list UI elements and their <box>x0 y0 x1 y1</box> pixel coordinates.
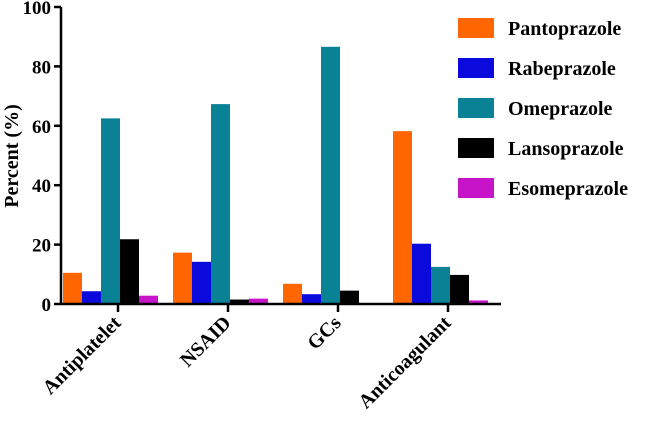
bar-pantoprazole-antiplatelet <box>63 272 82 304</box>
y-axis-title: Percent (%) <box>1 104 23 207</box>
bar-lansoprazole-anticoagulant <box>450 274 469 304</box>
legend-label-lansoprazole: Lansoprazole <box>508 138 624 160</box>
bar-pantoprazole-gcs <box>283 283 302 304</box>
legend-label-pantoprazole: Pantoprazole <box>508 18 621 40</box>
x-tick-label-anticoagulant: Anticoagulant <box>354 312 455 413</box>
x-tick-label-nsaid: NSAID <box>176 312 236 372</box>
legend-label-esomeprazole: Esomeprazole <box>508 178 628 200</box>
bar-omeprazole-anticoagulant <box>431 266 450 304</box>
legend-swatch-omeprazole <box>458 98 494 118</box>
bar-rabeprazole-antiplatelet <box>82 291 101 304</box>
legend-label-omeprazole: Omeprazole <box>508 98 613 120</box>
bar-omeprazole-gcs <box>321 46 340 304</box>
y-tick-label: 60 <box>32 117 51 138</box>
bar-lansoprazole-antiplatelet <box>120 239 139 304</box>
bar-esomeprazole-anticoagulant <box>469 300 488 304</box>
bar-omeprazole-nsaid <box>211 104 230 304</box>
bar-esomeprazole-antiplatelet <box>139 295 158 304</box>
legend-swatch-lansoprazole <box>458 138 494 158</box>
bar-esomeprazole-nsaid <box>249 298 268 304</box>
y-tick-label: 0 <box>42 295 52 316</box>
legend-label-rabeprazole: Rabeprazole <box>508 58 616 80</box>
y-tick-label: 40 <box>32 176 51 197</box>
y-tick-label: 20 <box>32 236 51 257</box>
bar-rabeprazole-anticoagulant <box>412 243 431 304</box>
bar-pantoprazole-anticoagulant <box>393 131 412 304</box>
bar-rabeprazole-gcs <box>302 294 321 304</box>
x-axis-ticks: Antiplatelet NSAID GCs Anticoagulant <box>38 304 456 413</box>
y-axis-ticks: 0 20 40 60 80 100 <box>23 0 61 316</box>
legend: Pantoprazole Rabeprazole Omeprazole Lansopr… <box>458 18 628 200</box>
bar-lansoprazole-nsaid <box>230 299 249 304</box>
x-tick-label-antiplatelet: Antiplatelet <box>38 312 125 399</box>
bar-pantoprazole-nsaid <box>173 252 192 304</box>
bar-rabeprazole-nsaid <box>192 261 211 304</box>
legend-swatch-esomeprazole <box>458 178 494 198</box>
y-tick-label: 80 <box>32 57 51 78</box>
legend-swatch-pantoprazole <box>458 18 494 38</box>
bar-omeprazole-antiplatelet <box>101 118 120 304</box>
x-tick-label-gcs: GCs <box>303 312 345 354</box>
bar-lansoprazole-gcs <box>340 290 359 304</box>
legend-swatch-rabeprazole <box>458 58 494 78</box>
y-tick-label: 100 <box>23 0 52 19</box>
bars <box>63 46 488 304</box>
